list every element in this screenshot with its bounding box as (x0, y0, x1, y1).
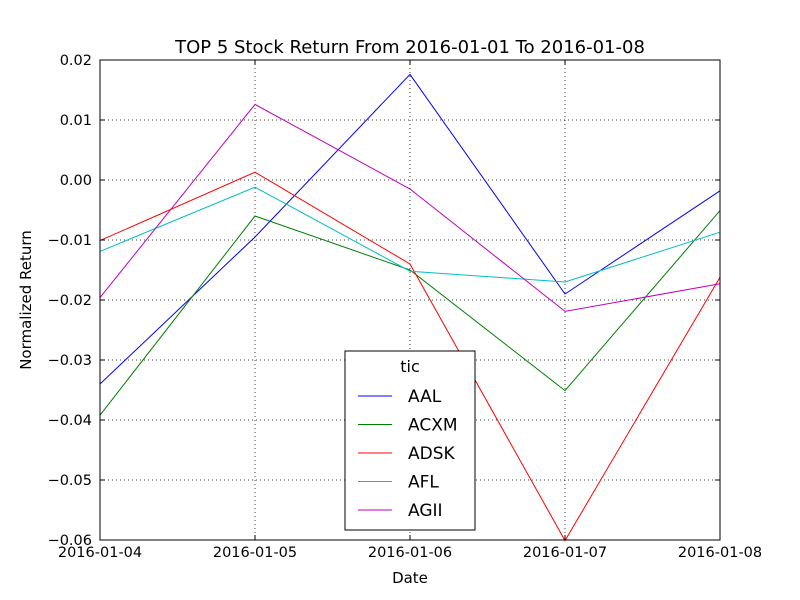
y-tick-label: 0.01 (60, 113, 92, 129)
x-tick-label: 2016-01-04 (58, 545, 142, 561)
series-lines (99, 73, 721, 542)
series-line-aal (99, 73, 721, 385)
y-tick-label: −0.04 (48, 413, 92, 429)
series-line-afl (99, 186, 721, 283)
legend-entries: AAL ACXM ADSK AFL AGII (358, 387, 458, 521)
legend-label-aal: AAL (408, 387, 442, 407)
x-tick-label: 2016-01-07 (523, 545, 607, 561)
y-tick-label: −0.01 (48, 233, 92, 249)
y-axis-label: Normalized Return (17, 230, 35, 370)
y-tick-label: 0.02 (60, 53, 92, 69)
x-axis-label: Date (392, 569, 428, 587)
x-tick-label: 2016-01-08 (678, 545, 762, 561)
y-tick-label: 0.00 (60, 173, 92, 189)
series-line-acxm (99, 210, 721, 416)
legend-label-afl: AFL (408, 473, 439, 493)
legend-title: tic (400, 357, 420, 376)
legend: tic AAL ACXM ADSK AFL AGII (344, 350, 476, 531)
x-tick-label: 2016-01-05 (213, 545, 297, 561)
x-tick-label: 2016-01-06 (368, 545, 452, 561)
series-line-agii (99, 103, 721, 312)
y-tick-label: −0.03 (48, 353, 92, 369)
legend-label-acxm: ACXM (408, 416, 458, 436)
y-tick-label: −0.05 (48, 473, 92, 489)
y-tick-label: −0.02 (48, 293, 92, 309)
legend-box (344, 350, 476, 531)
chart-title: TOP 5 Stock Return From 2016-01-01 To 20… (174, 37, 645, 58)
legend-label-adsk: ADSK (408, 444, 456, 464)
legend-label-agii: AGII (408, 501, 443, 521)
y-tick-label: −0.06 (48, 533, 92, 549)
ticks: 2016-01-04 2016-01-05 2016-01-06 2016-01-07… (48, 53, 763, 561)
series-line-adsk (99, 171, 721, 542)
